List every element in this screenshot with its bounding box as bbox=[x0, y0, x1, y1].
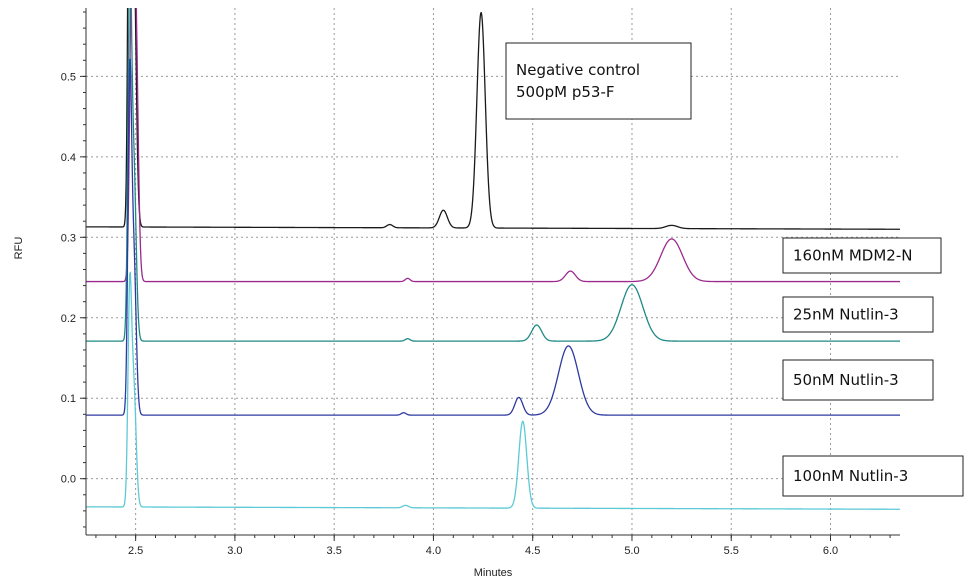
annotation-label: 500pM p53-F bbox=[516, 83, 615, 101]
annotation-boxes: Negative control 500pM p53-F 160nM MDM2-N 2… bbox=[505, 42, 964, 497]
x-tick-label: 3.0 bbox=[227, 545, 242, 557]
data-trace bbox=[86, 271, 900, 510]
y-tick-label: 0.3 bbox=[61, 232, 76, 244]
axes bbox=[83, 8, 900, 538]
annotation-box: 100nM Nutlin-3 bbox=[782, 455, 964, 497]
x-tick-labels: 2.5 3.0 3.5 4.0 4.5 5.0 5.5 6.0 bbox=[128, 535, 838, 557]
y-tick-label: 0.1 bbox=[61, 393, 76, 405]
annotation-box: 160nM MDM2-N bbox=[782, 237, 942, 274]
x-tick-label: 6.0 bbox=[823, 545, 838, 557]
x-axis-title: Minutes bbox=[474, 567, 513, 579]
data-trace bbox=[86, 58, 900, 416]
x-tick-label: 3.5 bbox=[327, 545, 342, 557]
annotation-label: 100nM Nutlin-3 bbox=[793, 467, 908, 485]
y-tick-label: 0.0 bbox=[61, 474, 76, 486]
annotation-label: Negative control bbox=[516, 61, 640, 79]
y-tick-label: 0.5 bbox=[61, 71, 76, 83]
annotation-box: Negative control 500pM p53-F bbox=[505, 42, 692, 120]
data-traces bbox=[86, 8, 900, 510]
y-tick-labels: 0.0 0.1 0.2 0.3 0.4 0.5 bbox=[61, 71, 86, 486]
annotation-label: 25nM Nutlin-3 bbox=[793, 306, 899, 324]
annotation-label: 160nM MDM2-N bbox=[793, 247, 912, 265]
annotation-frame bbox=[782, 296, 934, 333]
y-tick-label: 0.4 bbox=[61, 152, 76, 164]
x-tick-label: 5.0 bbox=[624, 545, 639, 557]
y-tick-label: 0.2 bbox=[61, 313, 76, 325]
annotation-label: 50nM Nutlin-3 bbox=[793, 371, 899, 389]
annotation-box: 25nM Nutlin-3 bbox=[782, 296, 934, 333]
data-trace bbox=[86, 8, 900, 283]
y-axis-title: RFU bbox=[13, 237, 25, 260]
x-tick-label: 4.0 bbox=[426, 545, 441, 557]
data-trace bbox=[86, 8, 900, 342]
data-trace bbox=[86, 8, 900, 230]
x-tick-label: 4.5 bbox=[525, 545, 540, 557]
annotation-frame bbox=[782, 455, 964, 497]
x-tick-label: 2.5 bbox=[128, 545, 143, 557]
annotation-box: 50nM Nutlin-3 bbox=[782, 359, 934, 401]
annotation-frame bbox=[782, 237, 942, 274]
annotation-frame bbox=[505, 42, 692, 120]
grid-lines bbox=[86, 8, 900, 535]
x-tick-label: 5.5 bbox=[724, 545, 739, 557]
annotation-frame bbox=[782, 359, 934, 401]
